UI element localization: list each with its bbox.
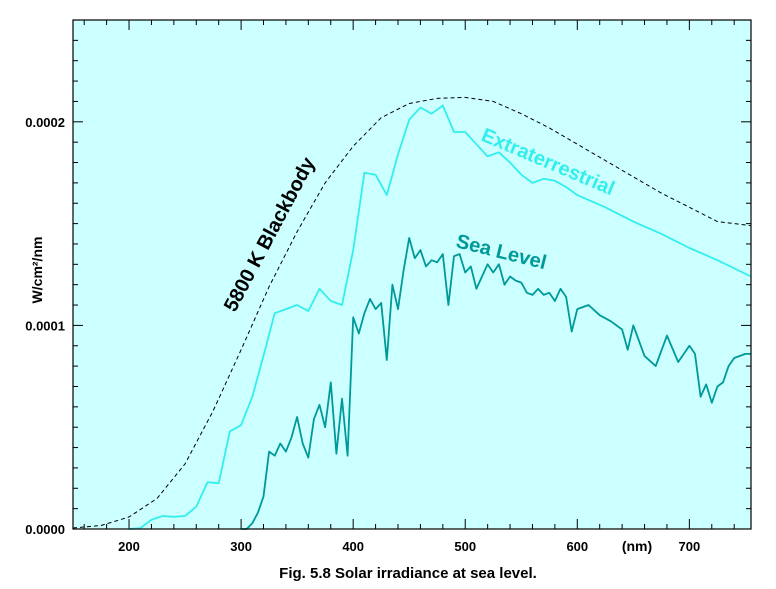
blackbody-curve [72,96,752,529]
axis-ticks [73,20,751,529]
y-axis-title: W/cm²/nm [29,237,45,304]
x-tick-labels: 200 300 400 500 600 700 [118,539,700,554]
x-tick-label: 400 [342,539,364,554]
y-tick-label: 0.0000 [25,522,65,537]
plot-frame [72,19,752,530]
x-tick-label: 500 [454,539,476,554]
y-tick-label: 0.0002 [25,115,65,130]
sea-level-curve [241,236,751,530]
y-tick-labels: 0.0000 0.0001 0.0002 [25,115,65,537]
y-tick-label: 0.0001 [25,318,65,333]
x-tick-label: 200 [118,539,140,554]
x-tick-label: 700 [679,539,701,554]
x-axis-unit-label: (nm) [622,538,652,554]
figure-caption: Fig. 5.8 Solar irradiance at sea level. [279,565,537,582]
x-tick-label: 300 [230,539,252,554]
x-tick-label: 600 [566,539,588,554]
extraterrestrial-curve [128,104,752,530]
plot-background [73,20,751,529]
series-layer [72,96,752,530]
